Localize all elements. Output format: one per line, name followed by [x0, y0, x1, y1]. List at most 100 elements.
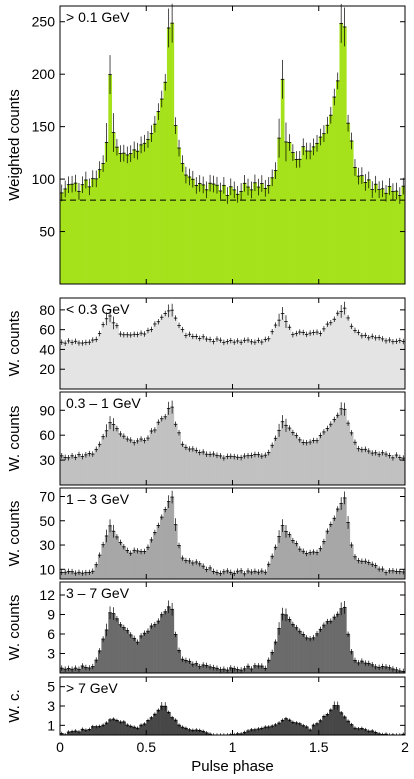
bin-0-20	[129, 334, 133, 389]
bin-0-38	[191, 664, 195, 673]
bin-0-1	[63, 572, 68, 579]
y-tick-label: 1	[47, 717, 55, 733]
bin-1-44	[384, 193, 389, 284]
bin-0-12	[101, 638, 106, 673]
bin-1-25	[318, 720, 323, 735]
bin-1-15	[284, 718, 288, 735]
bin-0-23	[139, 333, 144, 389]
bin-0-3	[70, 571, 75, 579]
bin-0-23	[139, 439, 144, 485]
bin-0-14	[108, 74, 113, 284]
bin-0-14	[108, 612, 113, 673]
bin-1-21	[304, 151, 309, 284]
y-tick-label: 50	[39, 513, 55, 529]
bin-0-20	[129, 553, 133, 579]
bin-0-49	[229, 572, 233, 579]
bin-0-29	[160, 99, 164, 284]
bin-0-19	[125, 630, 130, 673]
bin-0-44	[211, 454, 216, 485]
bin-1-17	[291, 152, 295, 284]
bin-1-30	[336, 509, 340, 579]
panel-1: 20 40 60 80 < 0.3 GeV W. counts	[6, 297, 406, 390]
bin-0-33	[173, 424, 178, 485]
bin-1-12	[273, 724, 278, 735]
bin-0-21	[132, 149, 137, 284]
bin-0-40	[198, 452, 202, 485]
x-tick-label-2: 1	[229, 739, 237, 755]
bin-0-32	[170, 717, 175, 735]
bin-0-35	[180, 558, 185, 579]
bin-0-6	[80, 665, 85, 673]
bin-1-8	[260, 666, 264, 673]
bin-1-21	[304, 334, 309, 389]
bin-0-38	[191, 562, 195, 579]
bin-0-42	[204, 189, 209, 284]
bin-1-26	[322, 328, 326, 389]
bin-1-42	[377, 569, 382, 579]
bin-1-34	[349, 724, 354, 735]
bin-0-39	[194, 729, 199, 735]
bin-0-28	[156, 710, 161, 735]
bin-1-26	[322, 625, 326, 673]
bin-1-45	[387, 455, 392, 485]
bin-1-30	[336, 614, 340, 673]
x-axis-title: Pulse phase	[191, 758, 274, 775]
bin-0-12	[101, 163, 106, 284]
bin-0-22	[135, 642, 140, 673]
bin-1-41	[373, 452, 378, 485]
bin-0-15	[111, 132, 116, 284]
bin-0-19	[125, 334, 130, 389]
bin-1-19	[298, 439, 302, 485]
bin-1-10	[267, 452, 271, 485]
bin-1-16	[287, 142, 292, 284]
bin-0-30	[163, 509, 168, 579]
bin-0-11	[97, 650, 102, 673]
y-tick-label: 9	[47, 607, 55, 623]
bin-0-5	[77, 572, 81, 579]
bin-1-2	[239, 191, 244, 284]
bin-0-18	[122, 546, 126, 579]
panel-3: 10 30 50 70 1 – 3 GeV W. counts	[6, 487, 406, 580]
bin-1-15	[284, 141, 288, 284]
bin-1-35	[353, 728, 357, 735]
bin-1-11	[270, 556, 275, 579]
bin-1-4	[246, 730, 251, 735]
bin-0-14	[108, 525, 113, 579]
bin-0-8	[87, 729, 92, 735]
bin-1-46	[391, 341, 395, 389]
bin-1-26	[322, 431, 326, 485]
bin-1-20	[301, 332, 306, 389]
bin-1-25	[318, 333, 323, 389]
bin-0-44	[211, 184, 216, 284]
bin-1-37	[360, 449, 364, 485]
bin-1-16	[287, 327, 292, 389]
bin-0-46	[218, 340, 223, 389]
bin-1-32	[342, 716, 347, 735]
bin-1-36	[356, 176, 361, 284]
bin-1-24	[315, 332, 320, 389]
bin-0-36	[184, 447, 188, 485]
bin-0-30	[163, 611, 168, 673]
bin-1-31	[339, 712, 344, 735]
bin-1-34	[349, 544, 354, 579]
bin-1-7	[256, 572, 261, 579]
bin-0-49	[229, 456, 233, 485]
bin-1-33	[346, 123, 351, 285]
bin-1-10	[267, 726, 271, 735]
bin-0-2	[66, 571, 71, 579]
bin-0-16	[115, 325, 119, 389]
bin-0-34	[177, 725, 182, 735]
bin-1-22	[308, 729, 313, 735]
bin-0-0	[60, 572, 64, 579]
bin-0-21	[132, 334, 137, 389]
bin-0-13	[104, 318, 109, 389]
bin-1-21	[304, 637, 309, 673]
bin-0-24	[142, 440, 147, 485]
bin-0-27	[153, 714, 157, 735]
energy-band-label: < 0.3 GeV	[66, 301, 130, 317]
bin-1-38	[363, 663, 368, 673]
bin-0-35	[180, 444, 185, 485]
bin-0-36	[184, 175, 188, 284]
bin-0-4	[73, 341, 78, 389]
bin-0-40	[198, 183, 202, 284]
